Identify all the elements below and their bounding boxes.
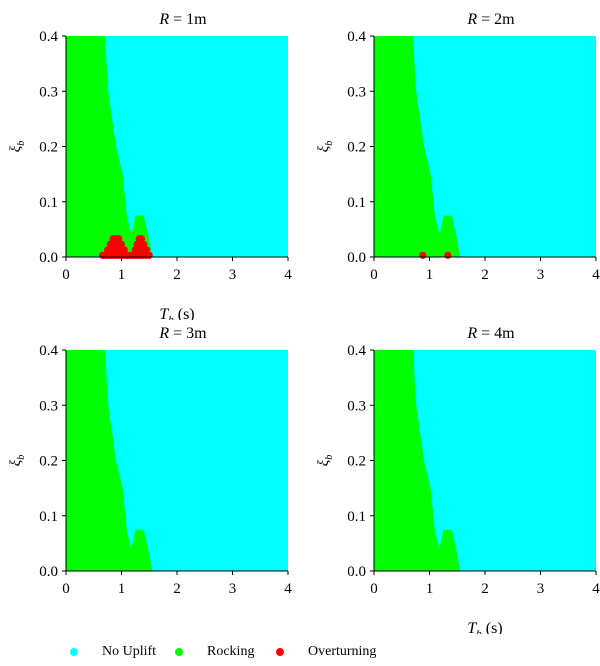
legend: No Uplift Rocking Overturning <box>0 644 600 666</box>
x-tick-label: 3 <box>537 581 545 597</box>
y-tick-label: 0.2 <box>347 454 366 470</box>
overturning-point <box>117 240 126 248</box>
panel-title: R = 3m <box>158 325 207 342</box>
x-tick-label: 0 <box>370 581 378 597</box>
x-tick-label: 1 <box>118 581 126 597</box>
panel-r4: 0 1 2 3 4 0.0 0.1 0.2 0.3 0.4 R = 4m ξb Tb (s) <box>308 314 600 634</box>
legend-item-overturning: Overturning <box>276 644 376 660</box>
y-axis-label: ξb <box>8 455 27 466</box>
x-tick-label: 4 <box>284 267 292 283</box>
y-tick-label: 0.1 <box>347 195 366 211</box>
legend-item-rocking: Rocking <box>175 644 254 660</box>
x-tick-label: 3 <box>537 267 545 283</box>
y-tick-label: 0.1 <box>347 509 366 525</box>
x-tick-label: 2 <box>481 267 489 283</box>
y-tick-label: 0.4 <box>347 343 366 359</box>
x-tick-label: 0 <box>62 581 70 597</box>
y-tick-label: 0.0 <box>347 564 366 580</box>
overturning-point <box>444 251 452 259</box>
x-tick-label: 0 <box>62 267 70 283</box>
y-tick-label: 0.1 <box>39 195 58 211</box>
legend-label-rocking: Rocking <box>207 644 255 659</box>
x-tick-label: 1 <box>118 267 126 283</box>
y-tick-label: 0.3 <box>39 84 58 100</box>
overturning-point <box>140 240 148 248</box>
chart-svg: 0 1 2 3 4 0.0 0.1 0.2 0.3 0.4 R = 3m ξb <box>8 325 292 597</box>
y-tick-label: 0.4 <box>39 343 58 359</box>
y-tick-label: 0.3 <box>347 398 366 414</box>
x-tick-label: 4 <box>284 581 292 597</box>
x-tick-label: 2 <box>173 581 181 597</box>
x-tick-label: 1 <box>426 581 434 597</box>
y-axis-label: ξb <box>316 141 335 152</box>
legend-label-overturning: Overturning <box>308 644 377 659</box>
y-tick-label: 0.0 <box>39 564 58 580</box>
y-tick-label: 0.3 <box>39 398 58 414</box>
legend-marker-overturning <box>276 648 284 656</box>
x-axis-label: Tb (s) <box>159 306 194 320</box>
panel-r2: 0 1 2 3 4 0.0 0.1 0.2 0.3 0.4 R = 2m ξb <box>308 0 600 320</box>
rocking-region <box>66 36 152 257</box>
y-tick-label: 0.4 <box>39 29 58 45</box>
y-axis-label: ξb <box>316 455 335 466</box>
rocking-region <box>374 36 460 257</box>
y-tick-label: 0.0 <box>39 250 58 266</box>
overturning-point <box>115 235 123 243</box>
y-tick-label: 0.2 <box>39 454 58 470</box>
panel-title: R = 1m <box>158 11 207 28</box>
legend-marker-no-uplift <box>70 648 78 656</box>
y-tick-label: 0.4 <box>347 29 366 45</box>
x-tick-label: 3 <box>229 267 237 283</box>
y-tick-label: 0.3 <box>347 84 366 100</box>
y-axis-label: ξb <box>8 141 27 152</box>
chart-svg: 0 1 2 3 4 0.0 0.1 0.2 0.3 0.4 R = 4m ξb Tb (s) <box>316 325 600 634</box>
y-tick-label: 0.0 <box>347 250 366 266</box>
y-tick-label: 0.1 <box>39 509 58 525</box>
panel-title: R = 4m <box>466 325 515 342</box>
legend-item-no-uplift: No Uplift <box>70 644 156 660</box>
rocking-region <box>66 350 152 571</box>
x-tick-label: 4 <box>592 581 600 597</box>
x-tick-label: 3 <box>229 581 237 597</box>
overturning-point <box>137 235 146 243</box>
panel-r1: 0 1 2 3 4 0.0 0.1 0.2 0.3 0.4 R = 1m ξb Tb (s) <box>0 0 300 320</box>
x-axis-label: Tb (s) <box>467 620 502 634</box>
x-tick-label: 2 <box>481 581 489 597</box>
legend-label-no-uplift: No Uplift <box>102 644 157 659</box>
y-tick-label: 0.2 <box>347 140 366 156</box>
overturning-point <box>142 246 151 254</box>
chart-svg: 0 1 2 3 4 0.0 0.1 0.2 0.3 0.4 R = 2m ξb <box>316 11 600 283</box>
x-tick-label: 4 <box>592 267 600 283</box>
chart-svg: 0 1 2 3 4 0.0 0.1 0.2 0.3 0.4 R = 1m ξb Tb (s) <box>8 11 292 320</box>
x-tick-label: 0 <box>370 267 378 283</box>
panel-r3: 0 1 2 3 4 0.0 0.1 0.2 0.3 0.4 R = 3m ξb <box>0 314 300 634</box>
panel-title: R = 2m <box>466 11 515 28</box>
y-tick-label: 0.2 <box>39 140 58 156</box>
overturning-point <box>120 246 128 254</box>
x-tick-label: 2 <box>173 267 181 283</box>
rocking-region <box>374 350 460 571</box>
x-tick-label: 1 <box>426 267 434 283</box>
legend-marker-rocking <box>175 648 183 656</box>
overturning-point <box>419 251 427 259</box>
